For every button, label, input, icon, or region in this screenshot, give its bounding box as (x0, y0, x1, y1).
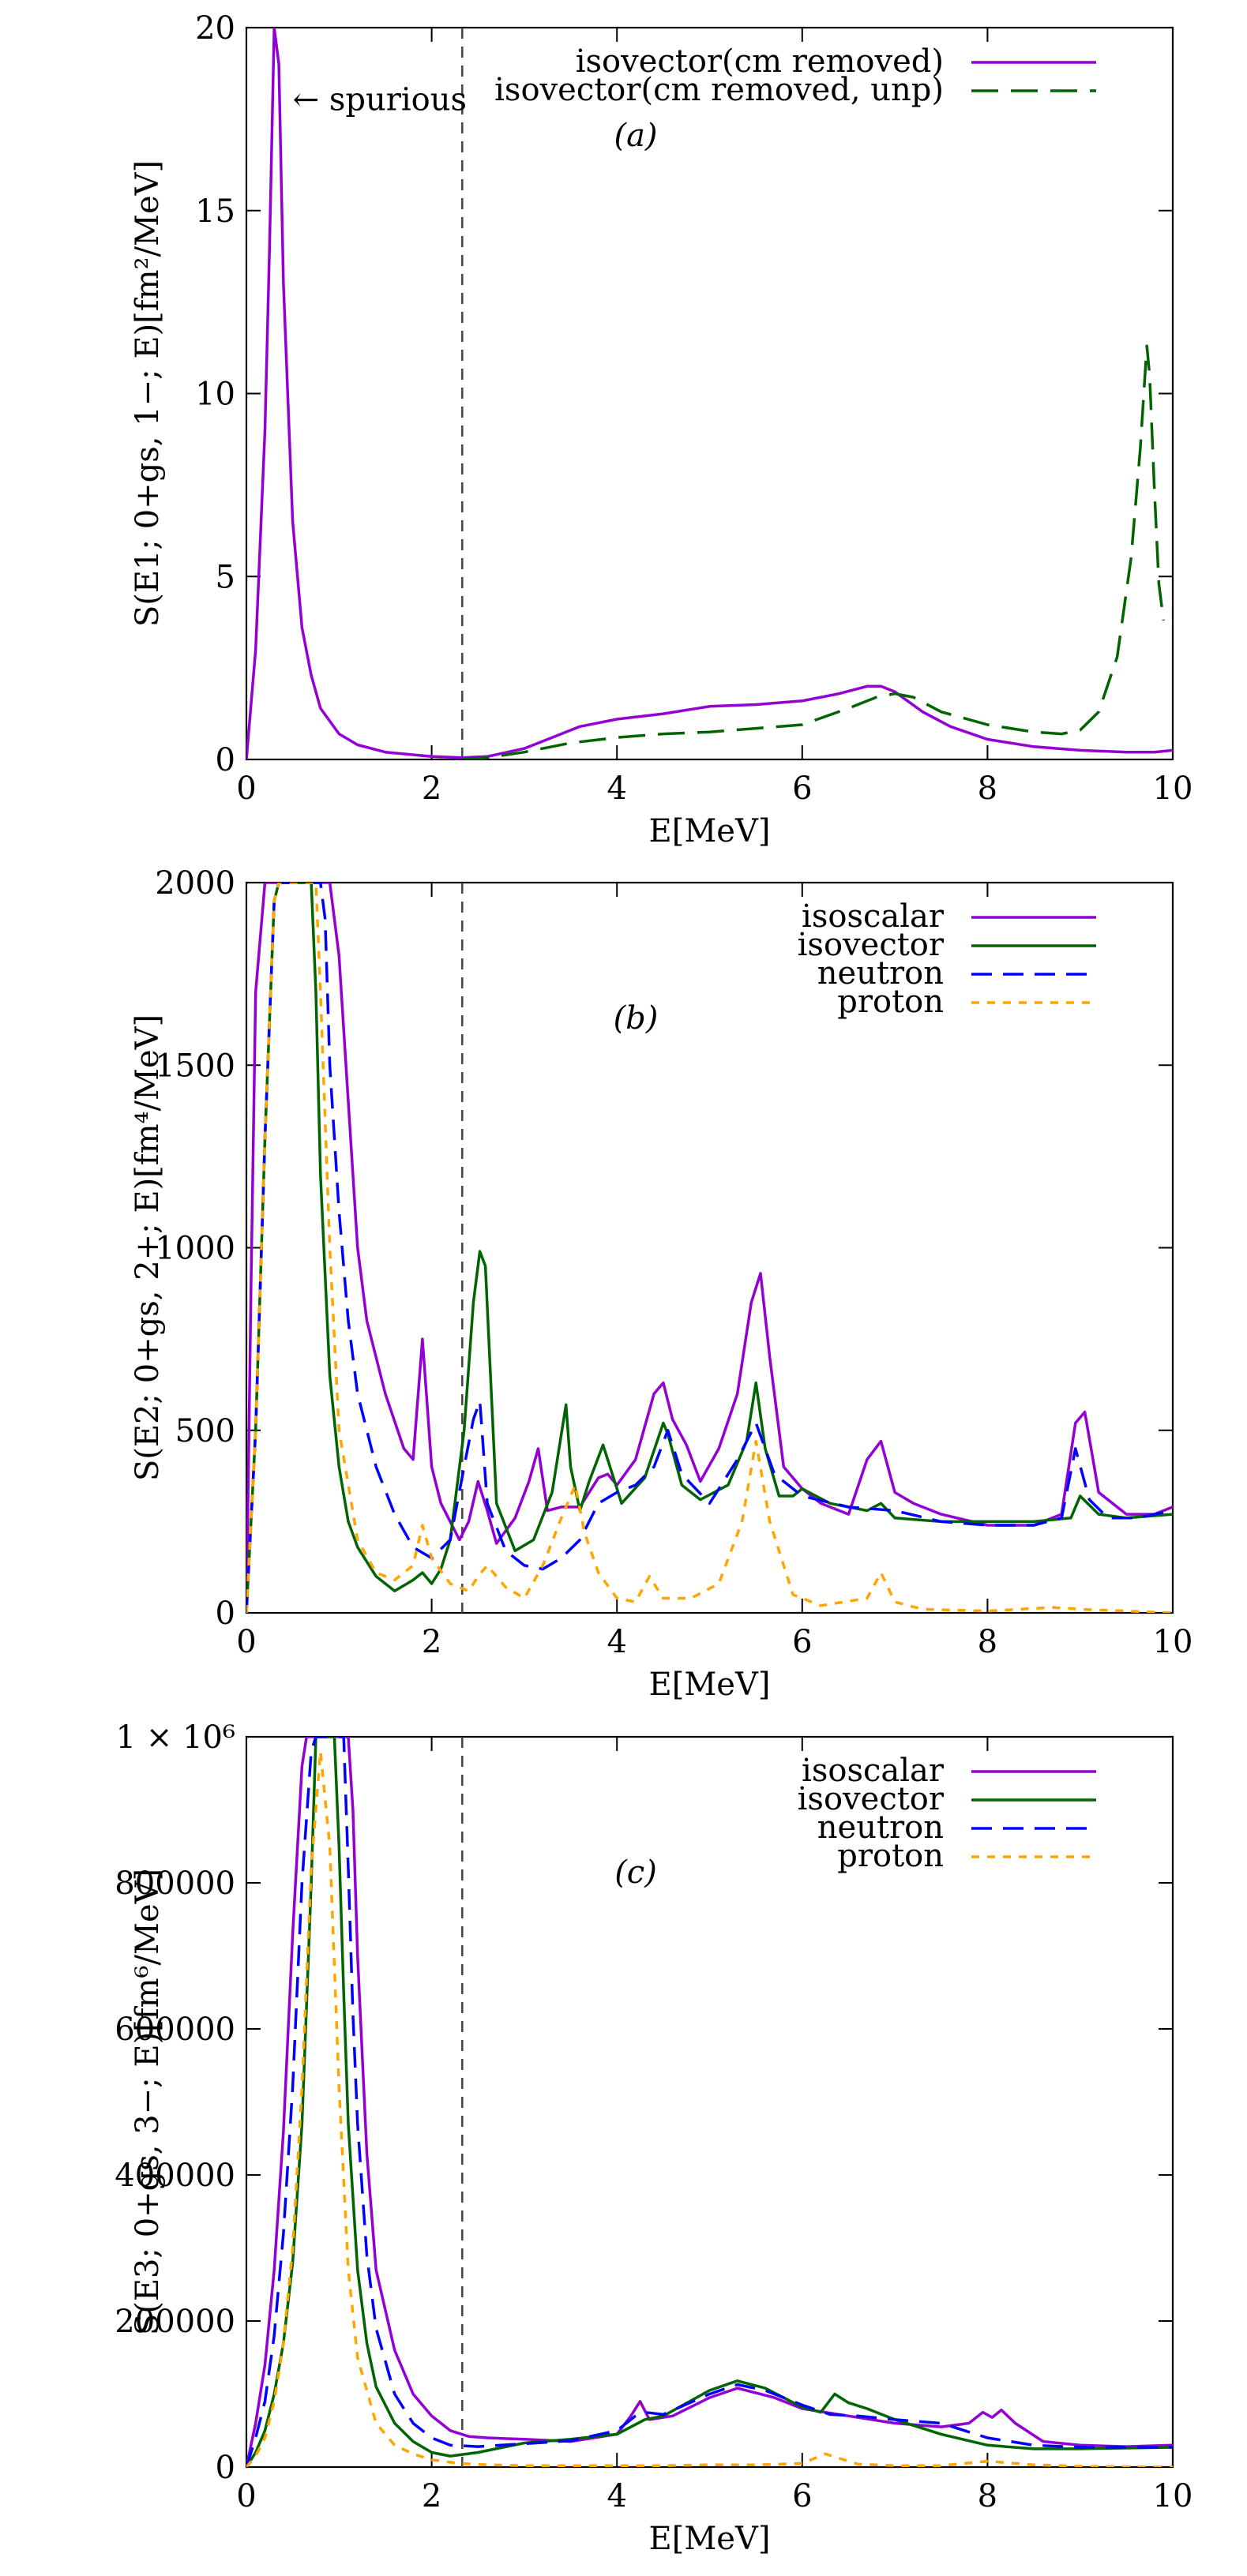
y-tick-label: 1500 (155, 1048, 235, 1084)
x-tick-label: 0 (236, 2478, 256, 2514)
y-tick-label: 0 (216, 742, 235, 778)
legend-label: isovector(cm removed, unp) (494, 72, 944, 108)
series-line-neutron (246, 883, 1173, 1613)
series-line-proton (246, 1749, 1173, 2467)
x-tick-label: 2 (422, 771, 441, 807)
legend-label: isovector(cm removed) (576, 43, 944, 80)
legend-label: isoscalar (802, 1753, 945, 1789)
x-tick-label: 4 (607, 2478, 626, 2514)
x-tick-label: 6 (792, 2478, 812, 2514)
legend-label: isovector (798, 1781, 945, 1817)
series-line-isovector-cm-removed-unp- (462, 344, 1166, 759)
y-tick-label: 1000 (155, 1231, 235, 1267)
series-line-isovector-cm-removed- (246, 28, 1173, 759)
series-line-isoscalar (246, 1737, 1173, 2467)
x-tick-label: 4 (607, 1624, 626, 1660)
legend-label: proton (837, 984, 944, 1020)
legend-label: neutron (817, 1809, 944, 1846)
legend-label: isovector (798, 927, 945, 963)
y-tick-label: 400000 (115, 2158, 235, 2194)
x-tick-label: 8 (978, 2478, 997, 2514)
panel-label: (c) (614, 1854, 657, 1891)
x-tick-label: 10 (1153, 771, 1193, 807)
legend-label: neutron (817, 955, 944, 992)
panel-b: 0 2 4 6 8 10 0 500 1000 1500 2000 E[MeV] S(E2; 0+gs,… (130, 865, 1193, 1703)
x-tick-label: 6 (792, 1624, 812, 1660)
y-tick-label: 0 (216, 1595, 235, 1632)
x-tick-label: 0 (236, 771, 256, 807)
y-tick-label: 500 (175, 1413, 235, 1449)
panel-c: 0 2 4 6 8 10 0 200000 400000 600000 800000 1 × 10⁶ E… (115, 1719, 1193, 2557)
x-tick-label: 8 (978, 771, 997, 807)
y-tick-label: 15 (195, 193, 235, 230)
y-axis-label: S(E2; 0+gs, 2+; E)[fm⁴/MeV] (130, 1014, 166, 1481)
x-tick-label: 2 (422, 2478, 441, 2514)
x-axis-label: E[MeV] (649, 2521, 771, 2557)
annotation-text: ← spurious (293, 82, 467, 118)
series-line-isovector (246, 1737, 1173, 2467)
y-tick-label: 10 (195, 377, 235, 413)
y-axis-label: S(E3; 0+gs, 3−; E)[fm⁶/MeV] (130, 1869, 166, 2335)
series-line-isovector (246, 883, 1173, 1613)
series-line-neutron (246, 1737, 1173, 2467)
x-tick-label: 10 (1153, 2478, 1193, 2514)
x-axis-label: E[MeV] (649, 1667, 771, 1703)
x-tick-label: 8 (978, 1624, 997, 1660)
y-tick-label: 2000 (155, 865, 235, 902)
x-tick-label: 6 (792, 771, 812, 807)
y-tick-label: 0 (216, 2450, 235, 2486)
legend-label: proton (837, 1838, 944, 1874)
y-axis-label: S(E1; 0+gs, 1−; E)[fm²/MeV] (130, 160, 166, 627)
panel-label: (a) (614, 118, 657, 154)
y-tick-label: 800000 (115, 1865, 235, 1902)
series-line-isoscalar (246, 883, 1173, 1613)
x-axis-label: E[MeV] (649, 813, 771, 849)
plot-frame (245, 26, 1174, 761)
y-tick-label: 200000 (115, 2304, 235, 2340)
y-tick-label: 600000 (115, 2012, 235, 2048)
x-tick-label: 10 (1153, 1624, 1193, 1660)
y-tick-label: 20 (195, 10, 235, 47)
x-tick-label: 2 (422, 1624, 441, 1660)
panel-a: 0 2 4 6 8 10 0 5 10 15 20 E[MeV] S(E1; 0+gs, 1−; E)[… (130, 10, 1193, 849)
x-tick-label: 4 (607, 771, 626, 807)
plot-frame (245, 1735, 1174, 2469)
y-tick-label: 1 × 10⁶ (116, 1719, 235, 1756)
y-tick-label: 5 (216, 559, 235, 595)
x-tick-label: 0 (236, 1624, 256, 1660)
legend-label: isoscalar (802, 898, 945, 935)
panel-label: (b) (614, 1000, 659, 1037)
